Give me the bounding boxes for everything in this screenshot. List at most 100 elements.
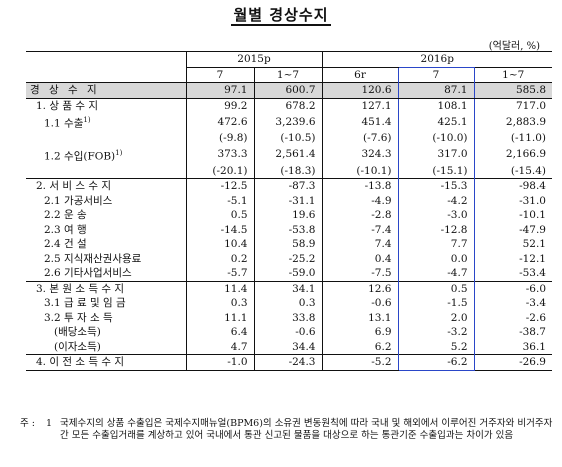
- footnote-ref: 1): [115, 148, 123, 157]
- cell-value: (-15.4): [473, 163, 552, 179]
- row-label: 2.6 기타사업서비스: [44, 267, 132, 279]
- cell-value: (-10.0): [397, 131, 475, 146]
- cell-value: -12.1: [473, 251, 552, 266]
- cell-value: (-7.6): [321, 131, 398, 146]
- header-row-years: 2015p 2016p: [26, 51, 552, 67]
- cell-value: 99.2: [185, 98, 254, 113]
- row-label: 1. 상 품 수 지: [36, 99, 99, 112]
- cell-value: 373.3: [185, 145, 254, 164]
- cell-value: 472.6: [185, 113, 254, 131]
- cell-value: 425.1: [397, 113, 475, 131]
- table-row: 1. 상 품 수 지 99.2 678.2 127.1 108.1 717.0: [26, 98, 552, 113]
- footnote-ref: 1): [83, 116, 91, 124]
- cell-value: -31.1: [253, 193, 322, 208]
- cell-value: -5.7: [185, 266, 254, 281]
- row-label: 2.3 여 행: [44, 223, 87, 236]
- row-label: 경 상 수 지: [26, 82, 186, 99]
- header-col: 7: [185, 66, 254, 83]
- row-label: 2.5 지식재산권사용료: [44, 252, 142, 265]
- footnote-mark: 주 :: [20, 418, 35, 429]
- cell-value: -25.2: [253, 251, 322, 266]
- cell-value: -5.1: [185, 193, 254, 208]
- cell-value: -15.3: [397, 178, 475, 194]
- cell-value: 678.2: [253, 98, 322, 113]
- row-label: 3.1 급 료 및 임 금: [44, 297, 126, 309]
- cell-value: -98.4: [473, 178, 552, 194]
- cell-value: 600.7: [253, 82, 322, 99]
- row-label: [26, 131, 186, 146]
- cell-value: -7.4: [321, 222, 398, 237]
- cell-value: 108.1: [397, 98, 475, 113]
- cell-value: 2,883.9: [473, 113, 552, 131]
- cell-value: 717.0: [473, 98, 552, 113]
- cell-value: (-10.1): [321, 163, 398, 179]
- cell-value: 2,561.4: [253, 145, 322, 164]
- cell-value: 127.1: [321, 98, 398, 113]
- cell-value: 0.5: [397, 280, 475, 296]
- table-row: (-9.8) (-10.5) (-7.6) (-10.0) (-11.0): [26, 131, 552, 146]
- header-col-highlight: 7: [397, 66, 475, 83]
- cell-value: (-20.1): [185, 163, 254, 179]
- cell-value: -3.2: [397, 325, 475, 340]
- cell-value: -4.9: [321, 193, 398, 208]
- header-group-2016: 2016p: [321, 51, 552, 67]
- table-row: 2.3 여 행 -14.5 -53.8 -7.4 -12.8 -47.9: [26, 222, 552, 237]
- cell-value: 0.5: [185, 208, 254, 223]
- cell-value: -14.5: [185, 222, 254, 237]
- cell-value: 7.4: [321, 237, 398, 252]
- table-row: 2.2 운 송 0.5 19.6 -2.8 -3.0 -10.1: [26, 208, 552, 223]
- total-row: 경 상 수 지 97.1 600.7 120.6 87.1 585.8: [26, 82, 552, 99]
- table-row: 3.2 투 자 소 득 11.1 33.8 13.1 2.0 -2.6: [26, 310, 552, 325]
- cell-value: -59.0: [253, 266, 322, 281]
- cell-value: -24.3: [253, 354, 322, 371]
- cell-value: (-15.1): [397, 163, 475, 179]
- table-row: 2.1 가공서비스 -5.1 -31.1 -4.9 -4.2 -31.0: [26, 193, 552, 208]
- cell-value: (-18.3): [253, 163, 322, 179]
- footnote-text: 국제수지의 상품 수출입은 국제수지매뉴얼(BPM6)의 소유권 변동원칙에 따…: [60, 418, 553, 441]
- cell-value: 36.1: [473, 339, 552, 355]
- cell-value: 13.1: [321, 310, 398, 325]
- header-col: 1~7: [253, 66, 322, 83]
- cell-value: -6.2: [397, 354, 475, 371]
- cell-value: 7.7: [397, 237, 475, 252]
- table-row: 2.5 지식재산권사용료 0.2 -25.2 0.4 0.0 -12.1: [26, 251, 552, 266]
- page-title: 월별 경상수지: [231, 6, 331, 26]
- cell-value: -3.4: [473, 296, 552, 311]
- cell-value: 97.1: [185, 82, 254, 99]
- cell-value: 0.4: [321, 251, 398, 266]
- cell-value: 11.1: [185, 310, 254, 325]
- table-row: (-20.1) (-18.3) (-10.1) (-15.1) (-15.4): [26, 163, 552, 179]
- cell-value: -47.9: [473, 222, 552, 237]
- cell-value: 34.1: [253, 280, 322, 296]
- cell-value: 324.3: [321, 145, 398, 164]
- cell-value: -1.0: [185, 354, 254, 371]
- table-row: (배당소득) 6.4 -0.6 6.9 -3.2 -38.7: [26, 325, 552, 340]
- cell-value: -6.0: [473, 280, 552, 296]
- cell-value: 10.4: [185, 237, 254, 252]
- cell-value: -53.4: [473, 266, 552, 281]
- cell-value: -2.8: [321, 208, 398, 223]
- cell-value: -5.2: [321, 354, 398, 371]
- cell-value: -53.8: [253, 222, 322, 237]
- cell-value: (-11.0): [473, 131, 552, 146]
- cell-value: 0.0: [397, 251, 475, 266]
- cell-value: -0.6: [253, 325, 322, 340]
- row-label: 1.2 수입(FOB)1): [44, 148, 123, 163]
- table-row: 1.2 수입(FOB)1) 373.3 2,561.4 324.3 317.0 2,166…: [26, 145, 552, 164]
- cell-value: (-9.8): [185, 131, 254, 146]
- cell-value: 6.2: [321, 339, 398, 355]
- cell-value: 11.4: [185, 280, 254, 296]
- cell-value: (-10.5): [253, 131, 322, 146]
- row-label: 3. 본 원 소 득 수 지: [26, 280, 186, 296]
- cell-value: 451.4: [321, 113, 398, 131]
- row-label: 2. 서 비 스 수 지: [26, 178, 186, 194]
- cell-value: -0.6: [321, 296, 398, 311]
- cell-value: -31.0: [473, 193, 552, 208]
- cell-value: -7.5: [321, 266, 398, 281]
- cell-value: 12.6: [321, 280, 398, 296]
- row-label: 1.1 수출1): [44, 116, 91, 130]
- cell-value: 317.0: [397, 145, 475, 164]
- row-label: (이자소득): [54, 340, 101, 353]
- cell-value: 3,239.6: [253, 113, 322, 131]
- cell-value: -87.3: [253, 178, 322, 194]
